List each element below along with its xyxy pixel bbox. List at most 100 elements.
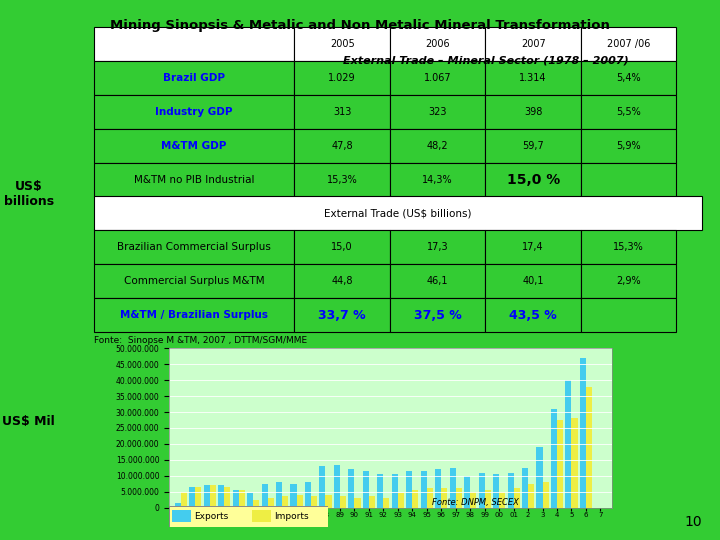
- Bar: [485, 95, 581, 129]
- Bar: [233, 490, 238, 508]
- Bar: [175, 503, 181, 508]
- Bar: [354, 498, 361, 508]
- Bar: [348, 469, 354, 508]
- Text: M&TM GDP: M&TM GDP: [161, 140, 227, 151]
- Bar: [456, 489, 462, 508]
- Bar: [581, 231, 677, 264]
- Bar: [565, 380, 572, 508]
- Bar: [369, 496, 375, 508]
- Bar: [499, 491, 505, 508]
- Text: 48,2: 48,2: [427, 140, 449, 151]
- Bar: [340, 496, 346, 508]
- Bar: [398, 493, 404, 508]
- Bar: [543, 482, 549, 508]
- Bar: [268, 498, 274, 508]
- Text: 40,1: 40,1: [523, 276, 544, 286]
- Text: 10: 10: [685, 515, 702, 529]
- Bar: [377, 474, 383, 508]
- Text: External Trade – Mineral Sector (1978 – 2007): External Trade – Mineral Sector (1978 – …: [343, 56, 629, 66]
- Text: 1.067: 1.067: [424, 73, 451, 83]
- Bar: [470, 491, 476, 508]
- Bar: [218, 485, 224, 508]
- Text: M&TM / Brazilian Surplus: M&TM / Brazilian Surplus: [120, 310, 268, 320]
- Bar: [294, 264, 390, 298]
- Text: 5,4%: 5,4%: [616, 73, 641, 83]
- Bar: [325, 495, 331, 508]
- Bar: [581, 264, 677, 298]
- Bar: [94, 298, 294, 332]
- Bar: [294, 95, 390, 129]
- Bar: [392, 474, 398, 508]
- Text: 17,4: 17,4: [522, 242, 544, 252]
- Bar: [247, 493, 253, 508]
- Bar: [294, 231, 390, 264]
- Bar: [522, 468, 528, 508]
- Bar: [485, 298, 581, 332]
- Text: 2005: 2005: [330, 39, 354, 49]
- Bar: [311, 496, 317, 508]
- Bar: [390, 129, 485, 163]
- Bar: [334, 464, 340, 508]
- Text: 15,3%: 15,3%: [613, 242, 644, 252]
- Bar: [390, 298, 485, 332]
- Text: External Trade (US$ billions): External Trade (US$ billions): [324, 208, 472, 219]
- Bar: [363, 471, 369, 508]
- Bar: [581, 27, 677, 61]
- Bar: [390, 231, 485, 264]
- Bar: [251, 510, 271, 522]
- Text: 43,5 %: 43,5 %: [509, 309, 557, 322]
- Text: 5,5%: 5,5%: [616, 107, 641, 117]
- Text: Brazil GDP: Brazil GDP: [163, 73, 225, 83]
- Bar: [294, 298, 390, 332]
- Text: 313: 313: [333, 107, 351, 117]
- Bar: [536, 447, 543, 508]
- Text: 2007 /06: 2007 /06: [607, 39, 650, 49]
- Text: Exports: Exports: [194, 512, 229, 521]
- Bar: [485, 231, 581, 264]
- Bar: [586, 387, 592, 508]
- Bar: [449, 468, 456, 508]
- Bar: [189, 487, 195, 508]
- Bar: [204, 485, 210, 508]
- Bar: [294, 129, 390, 163]
- Text: Brazilian Commercial Surplus: Brazilian Commercial Surplus: [117, 242, 271, 252]
- Bar: [572, 418, 577, 508]
- Bar: [406, 471, 413, 508]
- Text: Fonte:  Sinopse M &TM, 2007 , DTTM/SGM/MME: Fonte: Sinopse M &TM, 2007 , DTTM/SGM/MM…: [94, 336, 307, 345]
- Bar: [390, 95, 485, 129]
- Bar: [581, 95, 677, 129]
- Bar: [210, 485, 216, 508]
- Text: 2,9%: 2,9%: [616, 276, 641, 286]
- Bar: [485, 163, 581, 197]
- Bar: [581, 163, 677, 197]
- Bar: [485, 27, 581, 61]
- Text: 37,5 %: 37,5 %: [414, 309, 462, 322]
- Text: 398: 398: [524, 107, 542, 117]
- Bar: [493, 474, 499, 508]
- Bar: [94, 197, 702, 231]
- Text: 323: 323: [428, 107, 447, 117]
- Text: 17,3: 17,3: [427, 242, 449, 252]
- Bar: [94, 163, 294, 197]
- Bar: [224, 487, 230, 508]
- Bar: [413, 490, 418, 508]
- Text: 15,0: 15,0: [331, 242, 353, 252]
- Bar: [305, 482, 311, 508]
- Text: Imports: Imports: [274, 512, 308, 521]
- Bar: [513, 489, 520, 508]
- Bar: [390, 27, 485, 61]
- Text: Mining Sinopsis & Metalic and Non Metalic Mineral Transformation: Mining Sinopsis & Metalic and Non Metali…: [110, 19, 610, 32]
- Text: Commercial Surplus M&TM: Commercial Surplus M&TM: [124, 276, 264, 286]
- Bar: [390, 163, 485, 197]
- Bar: [282, 496, 288, 508]
- Text: 44,8: 44,8: [331, 276, 353, 286]
- Bar: [435, 469, 441, 508]
- Text: 1.029: 1.029: [328, 73, 356, 83]
- Bar: [485, 129, 581, 163]
- Bar: [508, 472, 513, 508]
- Bar: [390, 264, 485, 298]
- Text: 2006: 2006: [426, 39, 450, 49]
- Bar: [297, 495, 302, 508]
- Bar: [427, 489, 433, 508]
- Text: 5,9%: 5,9%: [616, 140, 641, 151]
